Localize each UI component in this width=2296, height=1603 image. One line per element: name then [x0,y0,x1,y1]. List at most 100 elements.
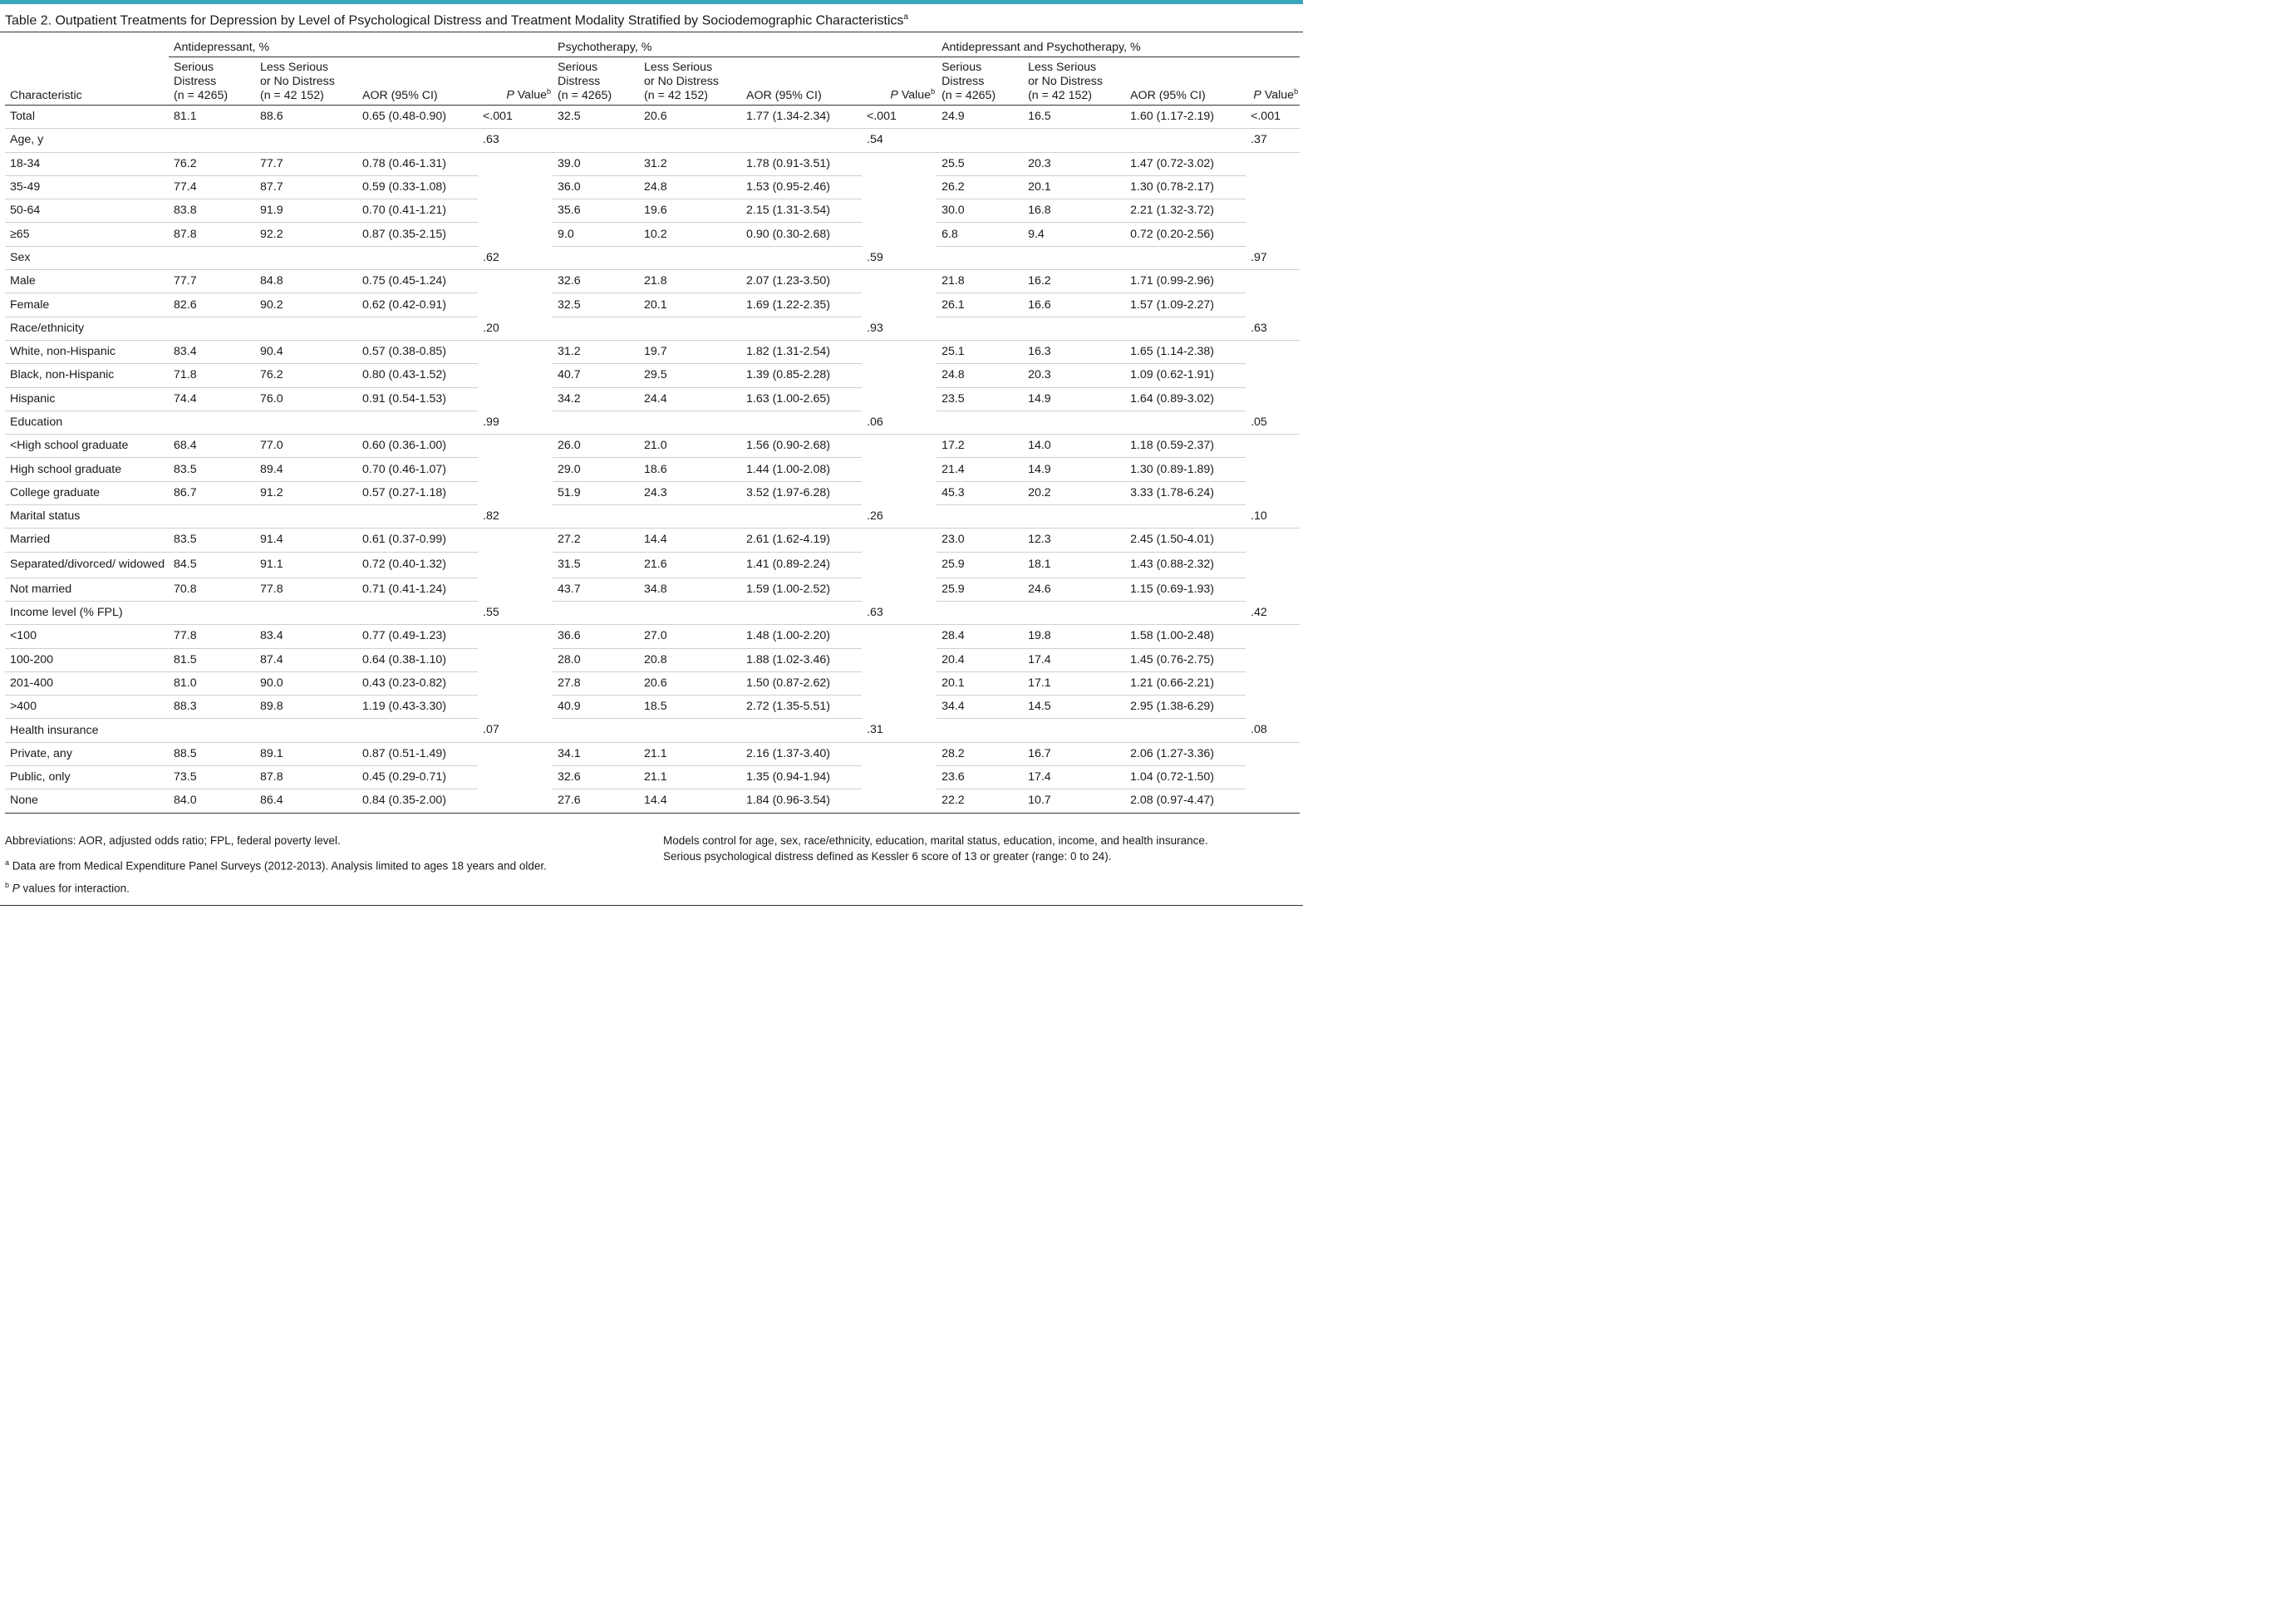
p-value-cell: .54 [862,128,937,153]
header-characteristic: Characteristic [5,57,169,106]
table-cell: 26.2 [937,175,1024,200]
category-label: Education [5,411,169,435]
table-cell: 81.0 [169,671,255,696]
table-cell: 88.3 [169,695,255,720]
table-cell: 1.82 (1.31-2.54) [741,340,863,365]
row-label: Public, only [5,765,169,790]
table-cell: 76.2 [255,363,357,388]
table-cell: 25.1 [937,340,1024,365]
table-cell: 73.5 [169,765,255,790]
header-p-value: P Valueb [862,57,937,106]
table-cell: 70.8 [169,578,255,602]
table-cell: 1.09 (0.62-1.91) [1125,363,1246,388]
table-cell: 34.8 [639,578,742,602]
table-row: <High school graduate 68.4 77.0 0.60 (0.36-… [5,434,1300,459]
table-cell: 0.60 (0.36-1.00) [357,434,478,459]
row-label: Not married [5,578,169,602]
table-row: 50-64 83.8 91.9 0.70 (0.41-1.21) 35.6 19.6 2.1… [5,199,1300,224]
p-value-cell: <.001 [862,105,937,130]
table-cell: 14.9 [1023,457,1126,482]
table-cell: 0.75 (0.45-1.24) [357,269,478,294]
table-cell: 12.3 [1023,528,1126,553]
table-cell: 35.6 [553,199,640,224]
table-cell: 91.1 [255,552,357,578]
table-row: 201-400 81.0 90.0 0.43 (0.23-0.82) 27.8 20.6 1… [5,671,1300,696]
table-title: Table 2. Outpatient Treatments for Depre… [5,8,1298,30]
table-cell: 87.8 [169,222,255,247]
table-cell: 83.5 [169,528,255,553]
row-label: <100 [5,624,169,649]
table-cell: 21.0 [639,434,742,459]
table-cell: 2.06 (1.27-3.36) [1125,742,1246,767]
table-cell: 77.8 [255,578,357,602]
row-label: Total [5,105,169,130]
p-value-cell: .42 [1246,601,1300,626]
row-label: Male [5,269,169,294]
table-cell: 76.2 [169,152,255,176]
category-label: Age, y [5,128,169,153]
header-serious-distress: Serious Distress (n = 4265) [169,57,255,106]
table-cell: 1.56 (0.90-2.68) [741,434,863,459]
table-cell: 14.5 [1023,695,1126,720]
table-cell: 27.2 [553,528,640,553]
table-row: White, non-Hispanic 83.4 90.4 0.57 (0.38-0.… [5,340,1300,365]
table-cell: 21.8 [937,269,1024,294]
table-cell: 16.3 [1023,340,1126,365]
p-value-cell: .55 [478,601,553,626]
table-cell: 27.8 [553,671,640,696]
group-header-antidepressant: Antidepressant, % [169,38,553,57]
table-cell: 87.4 [255,648,357,672]
table-cell: 1.30 (0.78-2.17) [1125,175,1246,200]
table-cell: 16.5 [1023,105,1126,130]
p-value-cell: .63 [1246,317,1300,341]
header-less-serious-distress: Less Serious or No Distress (n = 42 152) [639,57,742,106]
table-cell: 20.3 [1023,363,1126,388]
table-cell: 14.0 [1023,434,1126,459]
table-cell: 1.58 (1.00-2.48) [1125,624,1246,649]
table-row: None 84.0 86.4 0.84 (0.35-2.00) 27.6 14.4 1.84… [5,789,1300,814]
header-aor: AOR (95% CI) [357,57,478,106]
table-cell: 71.8 [169,363,255,388]
table-cell: 34.2 [553,387,640,411]
table-header: Antidepressant, % Psychotherapy, % Antidep… [5,38,1300,106]
row-label: Separated/divorced/ widowed [5,552,169,578]
table-cell: 84.8 [255,269,357,294]
table-cell: 1.50 (0.87-2.62) [741,671,863,696]
table-cell: 1.69 (1.22-2.35) [741,293,863,317]
table-cell: 87.8 [255,765,357,790]
table-cell: 2.95 (1.38-6.29) [1125,695,1246,720]
table-cell: 9.0 [553,222,640,247]
table-cell: 2.21 (1.32-3.72) [1125,199,1246,224]
table-cell: 27.6 [553,789,640,814]
row-label: Private, any [5,742,169,767]
category-label: Health insurance [5,718,169,743]
table-cell: 1.63 (1.00-2.65) [741,387,863,411]
row-label: White, non-Hispanic [5,340,169,365]
table-cell: 2.61 (1.62-4.19) [741,528,863,553]
table-cell: 1.53 (0.95-2.46) [741,175,863,200]
table-cell: 24.6 [1023,578,1126,602]
table-cell: 88.6 [255,105,357,130]
table-cell: 3.33 (1.78-6.24) [1125,481,1246,506]
table-cell: 92.2 [255,222,357,247]
p-value-cell: .97 [1246,246,1300,271]
table-row: Black, non-Hispanic 71.8 76.2 0.80 (0.43-1.… [5,363,1300,388]
table-cell: 32.6 [553,269,640,294]
bottom-rule [0,905,1303,906]
table-cell: 0.65 (0.48-0.90) [357,105,478,130]
table-row: 18-34 76.2 77.7 0.78 (0.46-1.31) 39.0 31.2 1.7… [5,152,1300,176]
table-cell: 14.4 [639,528,742,553]
table-cell: 43.7 [553,578,640,602]
table-cell: 90.2 [255,293,357,317]
p-value-cell: .93 [862,317,937,341]
table-cell: 10.2 [639,222,742,247]
table-row: Married 83.5 91.4 0.61 (0.37-0.99) 27.2 14.4 2… [5,528,1300,553]
header-less-serious-distress: Less Serious or No Distress (n = 42 152) [255,57,357,106]
header-serious-distress: Serious Distress (n = 4265) [937,57,1024,106]
p-value-cell: .37 [1246,128,1300,153]
table-cell: 1.65 (1.14-2.38) [1125,340,1246,365]
table-cell: 1.41 (0.89-2.24) [741,552,863,578]
table-cell: 21.4 [937,457,1024,482]
table-cell: 24.3 [639,481,742,506]
category-row: Race/ethnicity .20 .93 .63 [5,317,1300,341]
